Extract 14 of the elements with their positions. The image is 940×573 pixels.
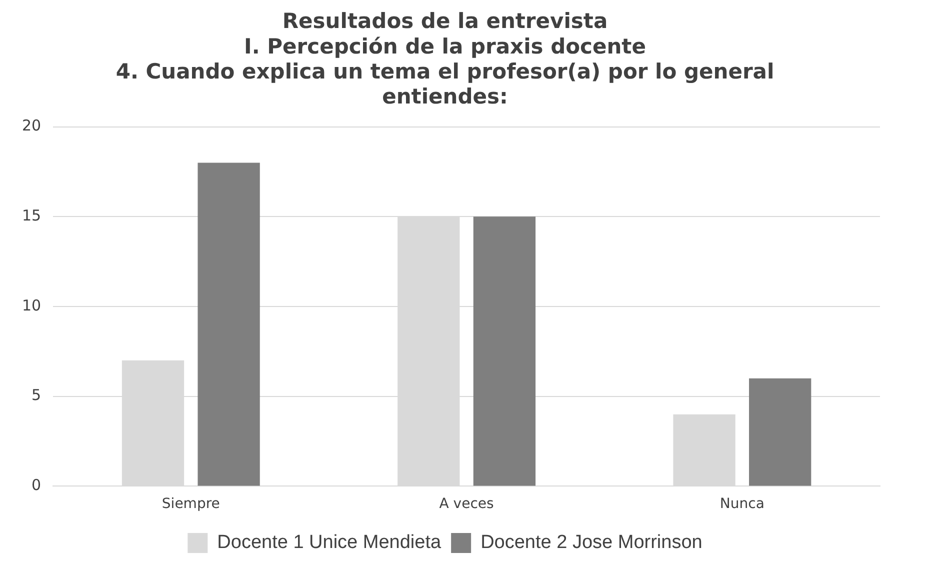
chart-title: Resultados de la entrevista I. Percepción de la praxis docente 4. Cuando explica un tema el profesor(a) por lo general entiendes: (116, 9, 774, 109)
x-tick-label: A veces (439, 496, 494, 512)
x-tick-label: Nunca (720, 496, 764, 512)
bar (198, 162, 260, 486)
legend-label: Docente 2 Jose Morrinson (480, 532, 702, 554)
y-tick-label: 0 (32, 476, 42, 494)
y-tick-label: 15 (22, 206, 42, 225)
y-tick-label: 20 (22, 116, 42, 135)
bar (473, 216, 536, 486)
y-tick-label: 5 (32, 386, 42, 404)
legend-label: Docente 1 Unice Mendieta (217, 532, 442, 554)
bar (749, 378, 812, 486)
x-tick-label: Siempre (162, 496, 220, 512)
y-tick-label: 10 (22, 296, 42, 314)
